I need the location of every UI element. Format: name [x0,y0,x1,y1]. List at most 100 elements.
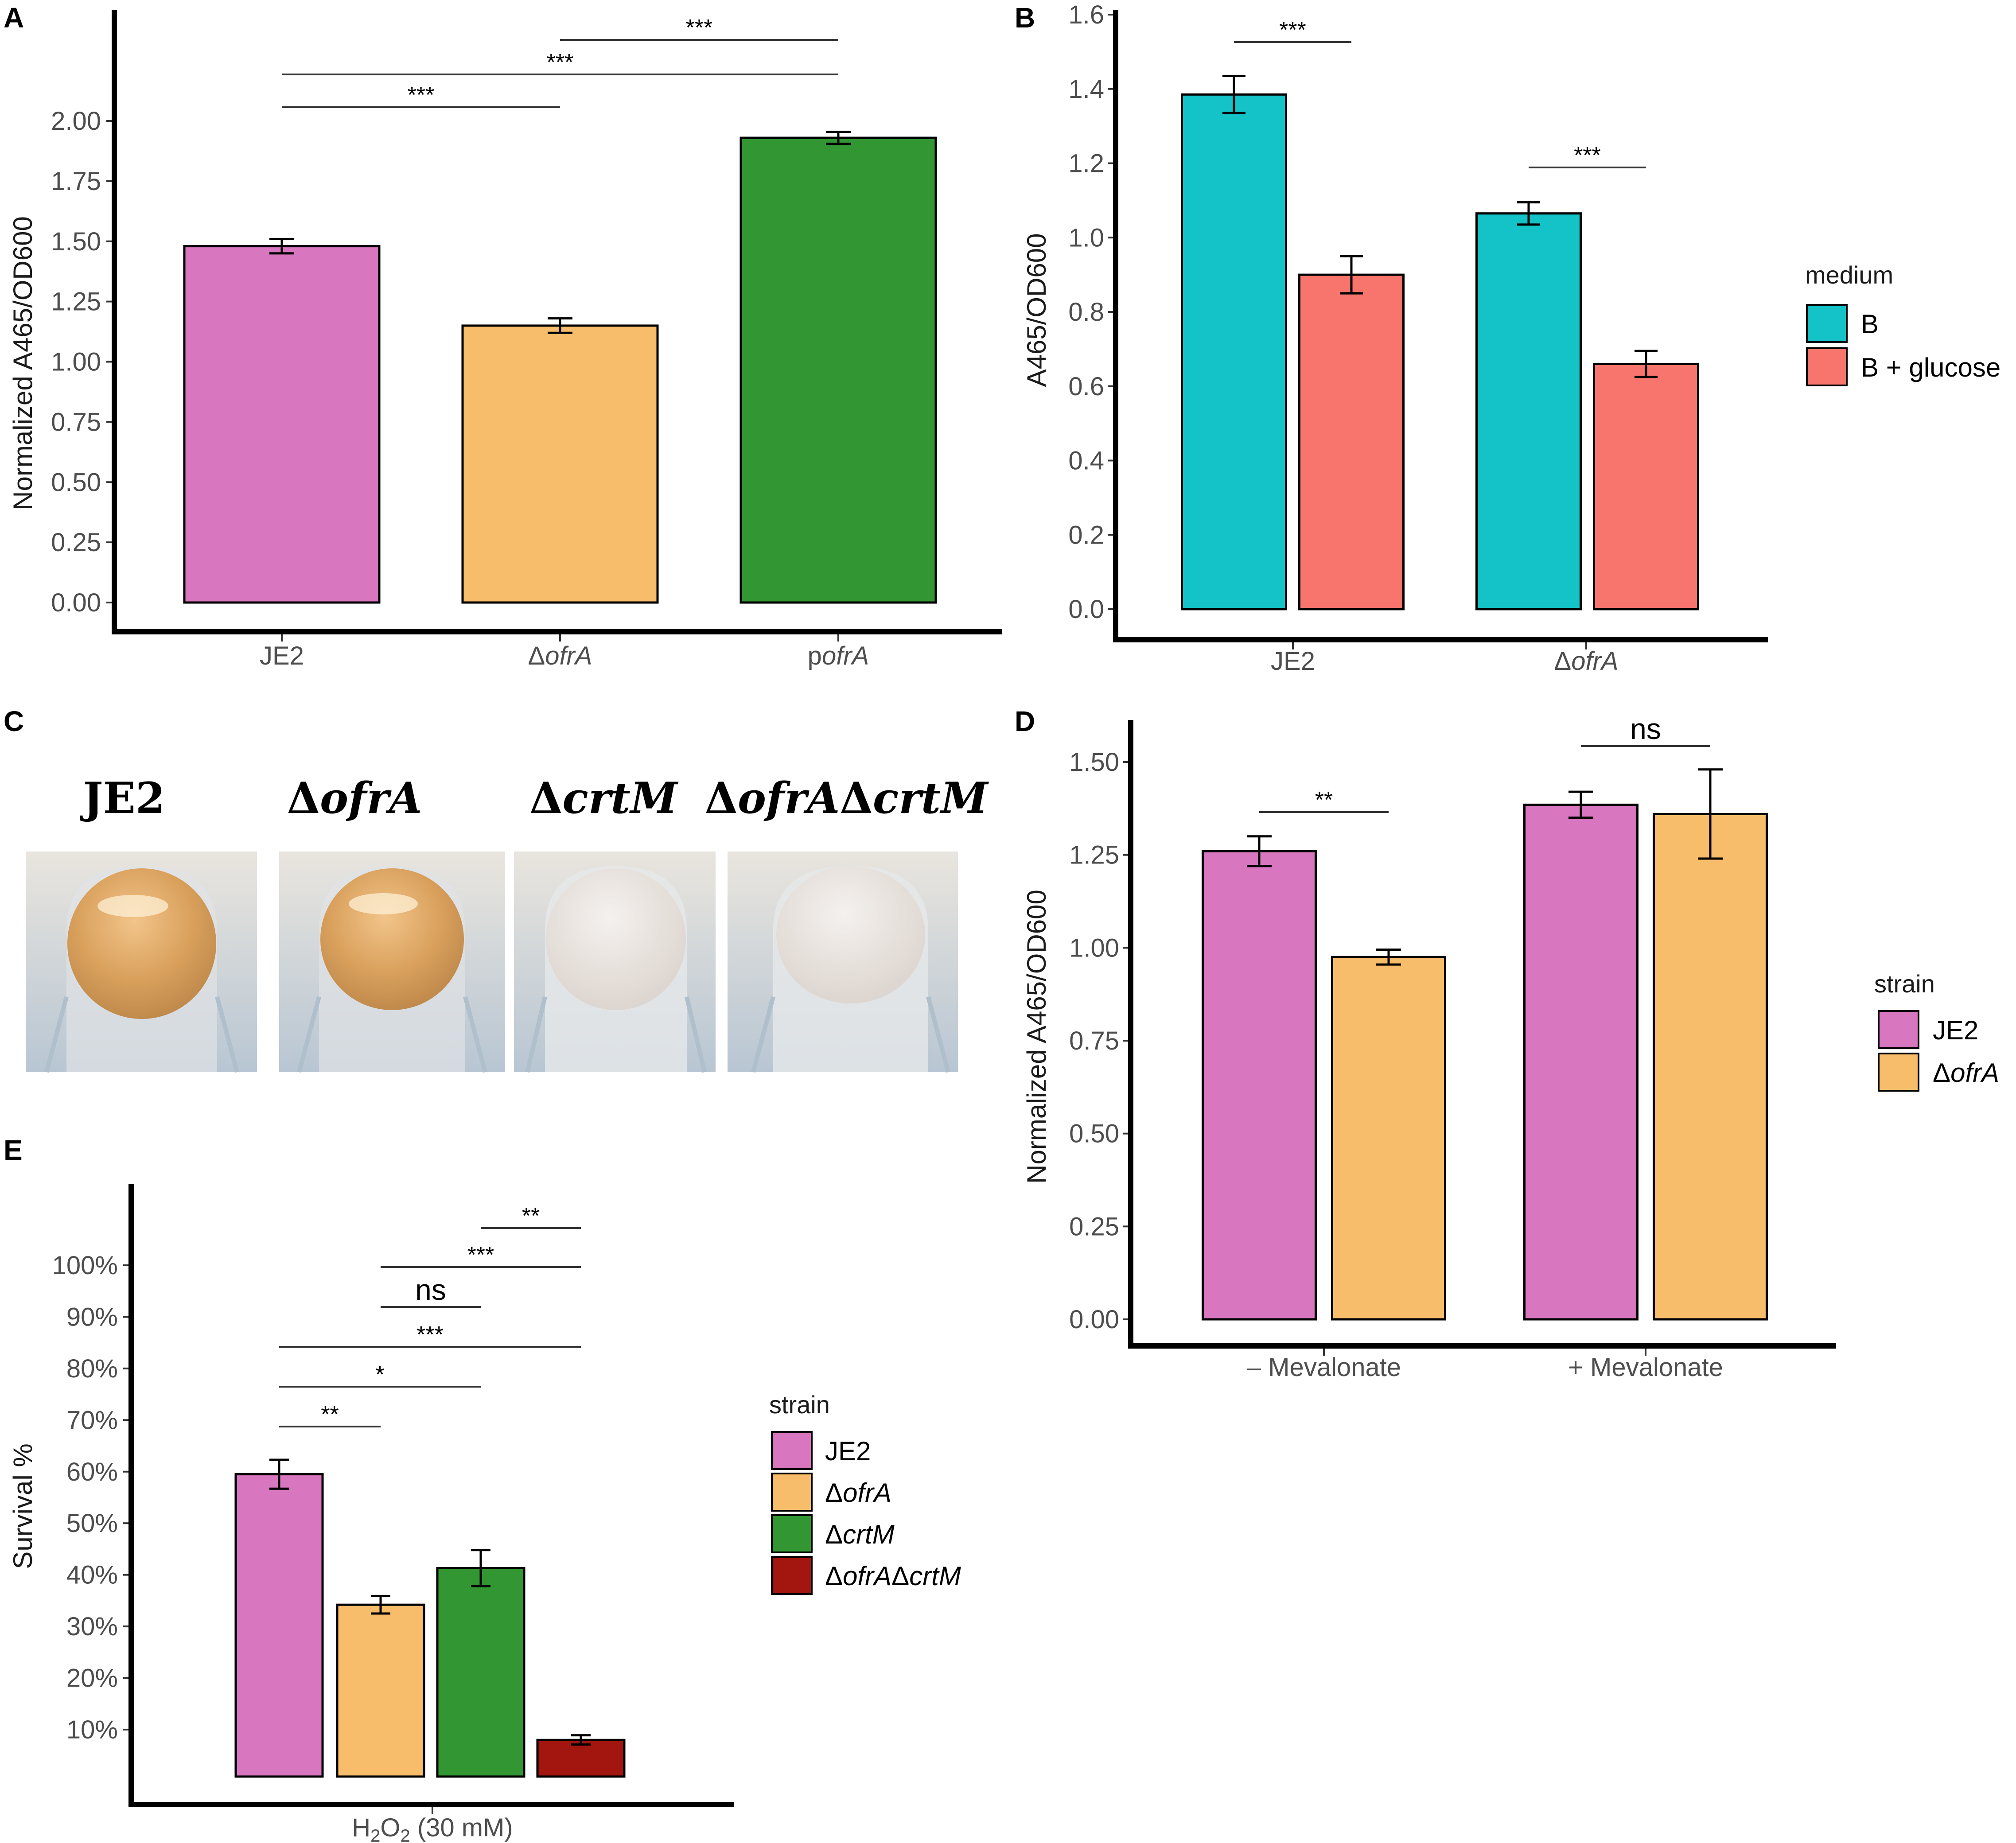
panel-b-legend-b: B [1861,309,1879,339]
panel-e-sig-0-label: ** [321,1402,339,1427]
panel-a-bar-1 [461,324,659,604]
panel-e-ytick-9: 100% [52,1251,118,1280]
panel-b-sig-1-label: *** [1574,143,1601,168]
panel-e: E Survival % 10% 20% 30% 40% 50% 60% 70% 80% 90%… [4,1134,961,1843]
panel-b-legend-swatch-b [1806,304,1848,343]
panel-d-legend-swatch-ofra [1878,1053,1919,1092]
panel-e-legend-swatch-je2 [771,1431,813,1470]
panel-d-label: D [1015,705,1035,737]
panel-e-bar-3 [536,1738,626,1778]
panel-d-bars [1202,768,1768,1321]
panel-b-ytick-0: 0.0 [1068,595,1104,624]
panel-a-bar-0 [183,245,381,604]
panel-e-legend-swatch-ofra-crtm [771,1556,813,1595]
panel-b-yticks: 0.0 0.2 0.4 0.6 0.8 1.0 1.2 1.4 1.6 [1068,0,1113,624]
panel-b-label: B [1015,2,1035,34]
panel-b: B A465/OD600 0.0 0.2 0.4 0.6 0.8 1.0 1.2 1.4 1.6… [1015,0,2000,676]
panel-d-legend-ofra: ΔofrA [1933,1058,1999,1088]
tube-photo-ofra-crtm [728,852,958,1073]
panel-d-ytick-0: 0.00 [1069,1305,1119,1334]
panel-a-ytick-4: 1.00 [51,348,101,377]
panel-a-bars [183,130,937,604]
panel-b-xtick-je2: JE2 [1271,647,1315,676]
panel-d-ytick-5: 1.25 [1069,841,1119,870]
panel-a-ytick-8: 2.00 [51,107,101,136]
panel-e-ytick-4: 50% [66,1509,118,1538]
panel-d-bar-1-1 [1653,813,1768,1321]
panel-d-ytick-6: 1.50 [1069,748,1119,777]
panel-e-sig-1-label: * [375,1362,384,1388]
panel-e-legend-je2: JE2 [825,1436,871,1466]
panel-b-ytick-3: 0.6 [1068,372,1104,401]
panel-a-ytick-3: 0.75 [51,408,101,436]
tube-photo-ofra [279,852,505,1073]
panel-e-ytick-1: 20% [66,1664,118,1693]
panel-d-yticks: 0.00 0.25 0.50 0.75 1.00 1.25 1.50 [1069,748,1128,1334]
panel-e-sig-2-label: *** [416,1322,444,1348]
panel-d-ytick-1: 0.25 [1069,1212,1119,1241]
panel-a-significance: *** *** *** [282,15,838,108]
panel-b-legend-title: medium [1805,261,1893,289]
panel-a-ytick-7: 1.75 [51,167,101,196]
panel-e-bar-0 [234,1473,324,1778]
panel-e-legend-title: strain [769,1391,830,1419]
panel-e-legend-crtm: ΔcrtM [825,1520,895,1549]
panel-a-xtick-pofra: pofrA [808,642,869,670]
panel-b-bar-0-1 [1298,273,1405,610]
panel-e-legend-swatch-crtm [771,1514,813,1553]
panel-b-xtick-ofra: ΔofrA [1554,647,1618,676]
panel-b-legend-glucose: B + glucose [1861,353,2000,382]
panel-a-y-title: Normalized A465/OD600 [8,216,38,510]
panel-a-sig-1-label: *** [547,50,574,75]
panel-b-bar-1-1 [1593,362,1699,610]
panel-e-label: E [4,1134,23,1166]
panel-a-label: A [4,2,24,34]
panel-d-legend-je2: JE2 [1933,1015,1978,1045]
panel-c: C JE2 ΔofrA ΔcrtM ΔofrAΔcrtM [4,705,989,1073]
panel-d: D Normalized A465/OD600 0.00 0.25 0.50 0.75… [1015,705,1999,1382]
panel-e-sig-3-label: ns [415,1273,446,1306]
panel-e-ytick-3: 40% [66,1561,118,1590]
panel-a-ytick-5: 1.25 [51,288,101,316]
panel-e-legend-ofra: ΔofrA [825,1478,891,1508]
panel-a-ytick-1: 0.25 [51,528,101,557]
panel-b-bar-0-0 [1181,93,1287,610]
panel-b-ytick-6: 1.2 [1068,149,1104,178]
panel-e-ytick-6: 70% [66,1406,118,1435]
panel-d-bar-0-0 [1202,850,1317,1321]
photo-label-je2: JE2 [79,773,165,823]
panel-e-bar-1 [336,1603,425,1778]
panel-d-y-title: Normalized A465/OD600 [1022,890,1051,1184]
panel-b-sig-0-label: *** [1279,17,1306,43]
panel-a-ytick-6: 1.50 [51,227,101,256]
panel-e-y-title: Survival % [8,1443,38,1569]
panel-e-bar-2 [436,1567,525,1778]
panel-d-ytick-3: 0.75 [1069,1026,1119,1055]
panel-b-ytick-8: 1.6 [1068,0,1104,29]
panel-e-yticks: 10% 20% 30% 40% 50% 60% 70% 80% 90% 100% [52,1251,128,1744]
panel-c-label: C [4,705,24,737]
panel-e-legend-ofra-crtm: ΔofrAΔcrtM [825,1561,961,1591]
panel-d-xtick-plus: + Mevalonate [1568,1353,1723,1382]
panel-b-bar-1-0 [1475,212,1582,610]
photo-label-crtm: ΔcrtM [529,773,679,823]
panel-b-ytick-2: 0.4 [1068,447,1104,475]
panel-b-ytick-7: 1.4 [1068,75,1104,104]
panel-e-xlabel: H2O2 (30 mM) [352,1813,513,1843]
panel-b-y-title: A465/OD600 [1022,233,1051,387]
panel-e-legend-swatch-ofra [771,1473,813,1512]
panel-e-ytick-8: 90% [66,1303,118,1331]
panel-a-sig-0-label: *** [408,82,435,108]
panel-a-ytick-0: 0.00 [51,588,101,617]
panel-b-ytick-5: 1.0 [1068,223,1104,252]
panel-e-ytick-2: 30% [66,1612,118,1641]
panel-d-ytick-2: 0.50 [1069,1120,1119,1148]
panel-b-bars [1181,74,1699,610]
panel-d-significance: ** ns [1259,712,1710,813]
panel-e-sig-5-label: ** [522,1203,540,1229]
panel-e-ytick-7: 80% [66,1354,118,1383]
panel-e-sig-4-label: *** [467,1242,494,1268]
panel-a-xtick-ofra: ΔofrA [528,642,592,670]
panel-a-xtick-je2: JE2 [260,642,304,670]
panel-d-ytick-4: 1.00 [1069,933,1119,962]
